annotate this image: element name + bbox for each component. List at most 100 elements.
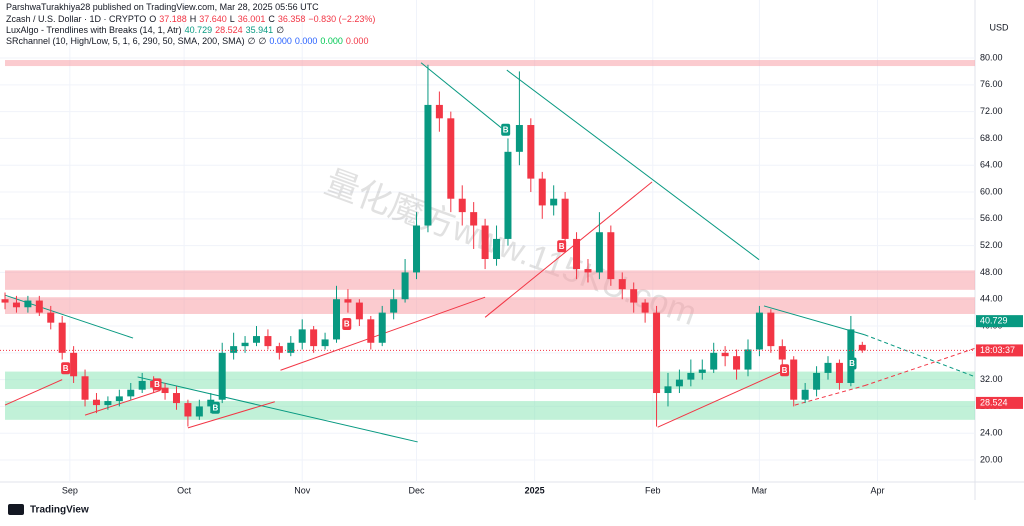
- candle-body: [858, 344, 866, 351]
- sr-zone: [5, 401, 975, 420]
- candle-body: [664, 386, 672, 394]
- candle-body: [161, 387, 169, 394]
- candle-body: [264, 336, 272, 347]
- candle-body: [630, 289, 638, 303]
- break-marker: [342, 318, 352, 331]
- candle-body: [275, 346, 283, 353]
- x-tick-label: Sep: [62, 485, 78, 495]
- candle-body: [675, 379, 683, 387]
- trendline: [137, 376, 418, 443]
- candle-body: [801, 389, 809, 400]
- legend-item: 28.524: [215, 25, 243, 35]
- break-label: B: [63, 364, 69, 373]
- publisher: ParshwaTurakhiya28 published on TradingV…: [6, 2, 319, 12]
- break-marker: [210, 401, 220, 414]
- candle-body: [12, 302, 20, 308]
- candle-body: [550, 198, 558, 206]
- legend-item: H: [189, 14, 197, 24]
- legend-item: 35.941: [245, 25, 274, 35]
- trendline: [187, 401, 275, 429]
- axis-price-box: [976, 396, 1023, 409]
- sr-zone: [5, 371, 975, 390]
- countdown-box: [976, 344, 1023, 357]
- y-tick-label: 20.00: [980, 454, 1003, 464]
- candle-body: [744, 349, 752, 370]
- candle-body: [504, 151, 512, 239]
- break-marker: [847, 357, 857, 370]
- candle-body: [310, 329, 318, 347]
- candle-body: [790, 359, 798, 400]
- x-tick-label: Dec: [409, 485, 426, 495]
- y-tick-label: 64.00: [980, 160, 1003, 170]
- legend-item: 36.358: [277, 14, 306, 24]
- footer-logo: TradingView: [30, 505, 89, 516]
- y-tick-label: 44.00: [980, 294, 1003, 304]
- candle-body: [321, 339, 329, 347]
- candle-body: [653, 312, 661, 394]
- axis-price-label: 28.524: [980, 397, 1008, 407]
- candle-body: [207, 399, 215, 407]
- legend-item: 0.000: [269, 36, 292, 46]
- candle-body: [458, 198, 466, 213]
- candle-body: [481, 225, 489, 260]
- candle-body: [470, 212, 478, 226]
- y-tick-label: 72.00: [980, 106, 1003, 116]
- candle-body: [333, 299, 341, 340]
- x-tick-label: 2025: [525, 485, 545, 495]
- legend-item: 0.000: [320, 36, 343, 46]
- legend-item: SRchannel (10, High/Low, 5, 1, 6, 290, 5…: [6, 36, 245, 46]
- legend-item: 0.000: [294, 36, 318, 46]
- candle-body: [127, 389, 135, 397]
- candle-body: [424, 104, 432, 226]
- legend-item: O: [149, 14, 157, 24]
- trendline: [864, 347, 976, 387]
- y-tick-label: 32.00: [980, 374, 1003, 384]
- candle-body: [561, 198, 569, 239]
- candle-body: [687, 372, 695, 380]
- candle-body: [835, 362, 843, 383]
- candle-body: [515, 125, 523, 152]
- candle-body: [493, 238, 501, 260]
- y-tick-label: 56.00: [980, 213, 1003, 223]
- candle-body: [755, 312, 763, 350]
- break-label: B: [154, 380, 160, 389]
- legend-item: 0.000: [345, 36, 369, 46]
- countdown: 18:03:37: [980, 345, 1015, 355]
- x-tick-label: Mar: [752, 485, 768, 495]
- candle-body: [92, 399, 100, 406]
- break-marker: [152, 378, 162, 391]
- x-tick-label: Oct: [177, 485, 192, 495]
- candle-body: [287, 342, 295, 353]
- candle-body: [24, 300, 32, 308]
- sr-zone: [5, 270, 975, 290]
- candle-body: [721, 352, 729, 357]
- legend-item: ∅: [276, 25, 285, 35]
- x-tick-label: Apr: [870, 485, 884, 495]
- trendline: [484, 181, 653, 318]
- candle-body: [230, 346, 238, 353]
- candle-body: [813, 372, 821, 390]
- legend-line: LuxAlgo - Trendlines with Breaks (14, 1,…: [6, 25, 287, 36]
- candle-body: [824, 362, 832, 373]
- candle-body: [618, 279, 626, 290]
- candle-body: [573, 238, 581, 270]
- candle-body: [641, 302, 649, 313]
- y-tick-label: 68.00: [980, 133, 1003, 143]
- break-label: B: [503, 125, 509, 134]
- candle-body: [355, 302, 363, 320]
- y-tick-label: 80.00: [980, 52, 1003, 62]
- y-tick-label: 24.00: [980, 428, 1003, 438]
- legend-item: ∅: [247, 36, 256, 46]
- y-tick-label: 60.00: [980, 186, 1003, 196]
- candle-body: [595, 232, 603, 273]
- legend-item: L: [229, 14, 235, 24]
- legend-item: −0.830 (−2.23%): [308, 14, 376, 24]
- x-tick-label: Nov: [294, 485, 311, 495]
- candle-body: [710, 352, 718, 370]
- break-label: B: [782, 366, 788, 375]
- break-label: B: [344, 320, 350, 329]
- legend-item: Zcash / U.S. Dollar · 1D · CRYPTO: [6, 14, 147, 24]
- break-marker: [61, 362, 71, 375]
